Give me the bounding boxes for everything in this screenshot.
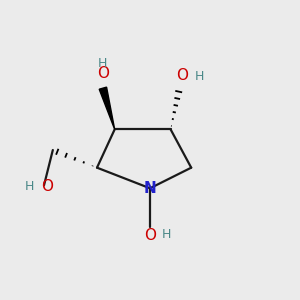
Text: O: O: [144, 228, 156, 243]
Text: H: H: [98, 57, 108, 70]
Text: H: H: [194, 70, 204, 83]
Polygon shape: [99, 87, 115, 129]
Text: O: O: [97, 66, 109, 81]
Text: O: O: [41, 179, 53, 194]
Text: H: H: [25, 180, 34, 193]
Text: H: H: [161, 228, 171, 241]
Text: O: O: [176, 68, 188, 83]
Text: N: N: [144, 181, 156, 196]
